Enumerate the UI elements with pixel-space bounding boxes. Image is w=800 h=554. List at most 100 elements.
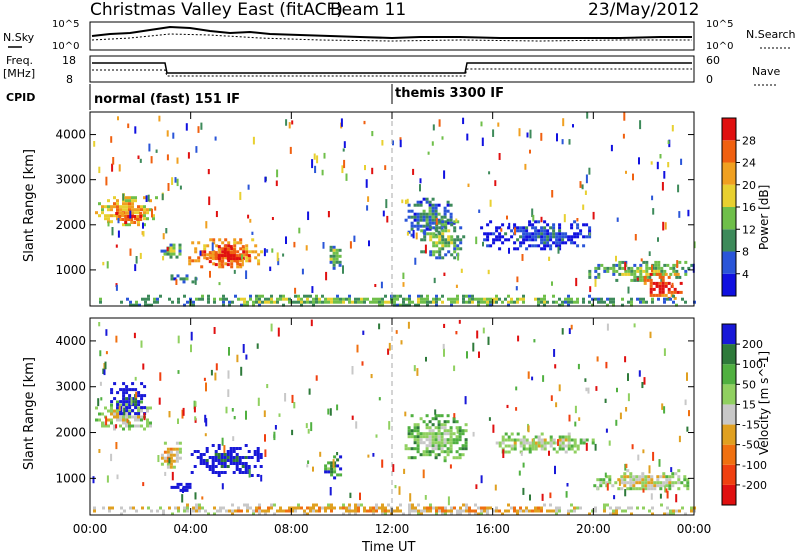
data-cell [264, 300, 267, 304]
data-cell [534, 506, 537, 510]
data-cell [664, 281, 668, 285]
echo-pixel [498, 153, 501, 160]
data-cell [641, 472, 645, 476]
data-cell [668, 484, 672, 488]
data-cell [221, 241, 225, 245]
echo-pixel [199, 250, 202, 256]
data-cell [419, 453, 423, 457]
echo-pixel [257, 397, 260, 406]
data-cell [672, 294, 675, 298]
data-cell [235, 465, 239, 468]
data-cell [124, 221, 128, 224]
data-region [190, 444, 263, 477]
data-cell [273, 300, 276, 304]
echo-pixel [168, 457, 171, 464]
data-cell [172, 453, 176, 457]
data-cell [402, 300, 405, 304]
echo-pixel [526, 132, 529, 138]
data-cell [110, 406, 113, 410]
data-cell [131, 403, 135, 407]
echo-pixel [596, 486, 599, 491]
data-cell [626, 469, 630, 473]
data-region [404, 197, 456, 237]
data-cell [573, 509, 576, 513]
data-cell [273, 503, 276, 507]
data-cell [449, 218, 453, 222]
data-cell [399, 503, 402, 507]
data-cell [128, 415, 131, 419]
data-cell [438, 253, 442, 257]
freq-label-line1: Freq. [6, 54, 33, 67]
data-cell [276, 300, 279, 304]
data-cell [342, 503, 345, 507]
data-cell [655, 272, 659, 276]
data-cell [208, 251, 212, 255]
data-cell [234, 294, 237, 298]
data-cell [510, 438, 514, 442]
echo-pixel [412, 230, 415, 239]
data-cell [138, 303, 141, 307]
data-cell [122, 223, 125, 227]
data-cell [443, 444, 447, 448]
data-cell [222, 506, 225, 510]
data-cell [444, 506, 447, 510]
data-cell [177, 297, 180, 301]
data-cell [558, 509, 561, 513]
data-region [170, 274, 198, 284]
data-cell [131, 382, 135, 386]
echo-pixel [342, 265, 344, 274]
echo-pixel [371, 131, 374, 137]
data-cell [495, 294, 498, 298]
data-cell [237, 297, 240, 301]
data-cell [417, 503, 420, 507]
data-cell [413, 212, 417, 216]
data-cell [237, 509, 240, 513]
data-cell [220, 459, 224, 462]
data-region [329, 245, 342, 270]
data-cell [134, 406, 138, 410]
data-cell [446, 441, 450, 445]
data-cell [570, 444, 574, 448]
data-cell [222, 303, 225, 307]
velocity-xlabel: Time UT [361, 540, 415, 554]
echo-pixel [433, 277, 436, 284]
data-cell [321, 506, 324, 510]
echo-pixel [102, 261, 105, 266]
data-cell [163, 450, 167, 454]
data-cell [211, 468, 215, 471]
data-cell [461, 432, 465, 436]
data-cell [641, 484, 645, 488]
echo-pixel [221, 437, 224, 446]
data-cell [407, 435, 411, 439]
echo-pixel [381, 140, 384, 146]
data-cell [270, 506, 273, 510]
data-cell [125, 403, 128, 407]
echo-pixel [115, 424, 118, 429]
echo-pixel [166, 247, 169, 252]
data-cell [309, 506, 312, 510]
data-cell [108, 506, 111, 510]
data-cell [205, 459, 209, 462]
data-cell [464, 441, 468, 445]
data-cell [498, 238, 502, 242]
data-cell [122, 205, 125, 209]
data-cell [357, 300, 360, 304]
data-cell [528, 220, 532, 224]
data-cell [175, 453, 179, 457]
data-cell [461, 429, 465, 433]
data-cell [458, 456, 462, 460]
data-cell [229, 245, 233, 249]
data-cell [434, 233, 438, 237]
data-cell [312, 303, 315, 307]
echo-pixel [572, 124, 574, 128]
data-cell [348, 503, 351, 507]
echo-pixel [98, 322, 101, 327]
data-cell [428, 453, 432, 457]
data-cell [185, 482, 189, 486]
data-cell [629, 481, 633, 485]
data-cell [244, 471, 248, 474]
data-cell [413, 224, 417, 228]
data-cell [306, 300, 309, 304]
data-cell [567, 294, 570, 298]
data-cell [309, 509, 312, 513]
